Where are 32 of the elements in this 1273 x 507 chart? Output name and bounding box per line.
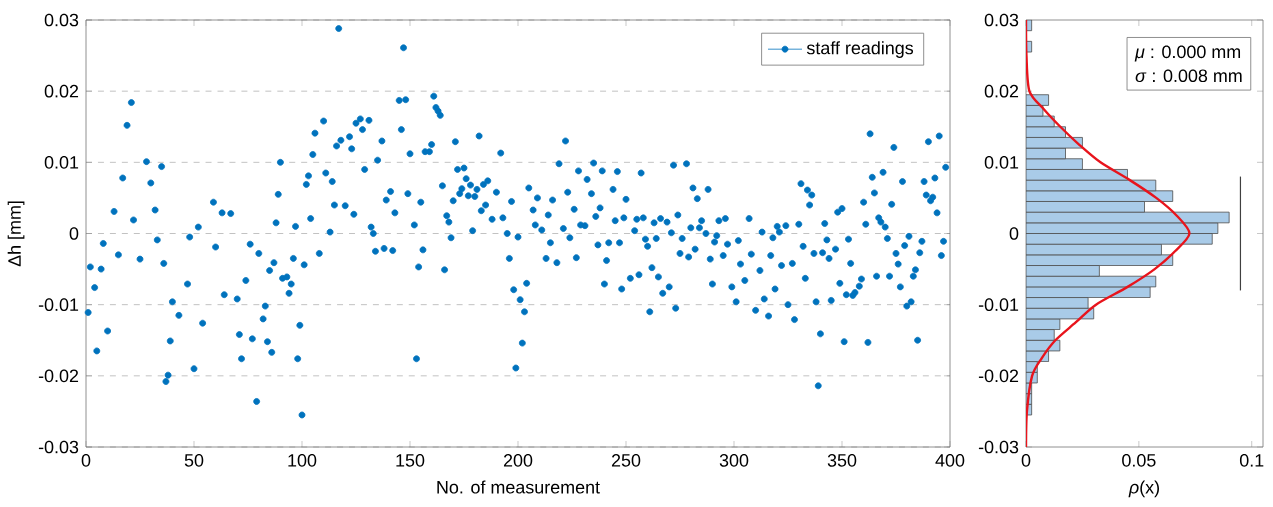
- y-tick-label: -0.02: [978, 369, 1019, 383]
- x-axis-title: ρ(x): [1128, 480, 1160, 498]
- y-tick-label: -0.03: [978, 440, 1019, 454]
- x-tick-label: 300: [719, 454, 749, 467]
- annotation: σ : 0.008 mm: [1135, 69, 1242, 83]
- x-tick-label: 400: [935, 454, 965, 467]
- x-tick-label: 250: [611, 454, 641, 467]
- y-tick-label: 0.02: [44, 84, 79, 98]
- y-tick-label: -0.03: [38, 440, 79, 454]
- y-tick-label: 0.01: [984, 155, 1019, 169]
- y-tick-label: -0.02: [38, 369, 79, 383]
- x-tick-label: 100: [288, 454, 317, 467]
- y-axis-title: Δh [mm]: [7, 201, 25, 267]
- x-tick-label: 150: [396, 454, 425, 467]
- x-axis-title: No. of measurement: [437, 480, 600, 494]
- x-tick-label: 0: [81, 454, 91, 467]
- y-tick-label: 0: [1009, 227, 1019, 240]
- x-tick-label: 50: [184, 454, 204, 467]
- x-tick-label: 0.1: [1239, 454, 1264, 467]
- x-tick-label: 0.05: [1122, 454, 1156, 467]
- legend-label: staff readings: [806, 41, 914, 58]
- x-tick-label: 350: [827, 454, 857, 467]
- y-tick-label: 0.02: [984, 84, 1019, 98]
- y-tick-label: 0: [69, 227, 79, 240]
- y-tick-label: 0.03: [44, 13, 79, 27]
- y-tick-label: -0.01: [38, 298, 79, 312]
- y-tick-label: 0.01: [44, 155, 79, 169]
- annotation: μ : 0.000 mm: [1134, 45, 1241, 62]
- x-tick-label: 200: [503, 454, 533, 467]
- y-tick-label: 0.03: [984, 13, 1019, 27]
- x-tick-label: 0: [1021, 454, 1031, 467]
- y-tick-label: -0.01: [978, 298, 1019, 312]
